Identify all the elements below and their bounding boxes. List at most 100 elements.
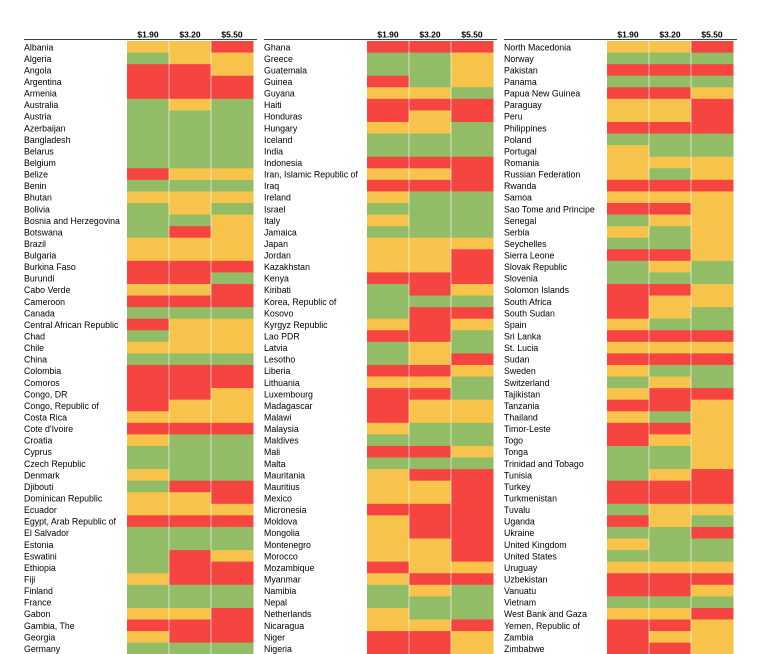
heatmap-cell [691, 237, 734, 250]
heatmap-cell [367, 341, 410, 354]
heatmap-cell [649, 376, 692, 389]
heatmap-cell [127, 318, 170, 331]
heatmap-cell [451, 492, 494, 505]
country-label: Sri Lanka [504, 332, 541, 342]
heatmap-cell [367, 434, 410, 447]
heatmap-cell [607, 422, 650, 435]
heatmap-cell [649, 318, 692, 331]
country-label: Uruguay [504, 563, 538, 573]
heatmap-cell [691, 330, 734, 343]
heatmap-cell [607, 75, 650, 88]
country-label: Colombia [24, 366, 61, 376]
country-label: France [24, 598, 51, 608]
heatmap-cell [127, 607, 170, 620]
heatmap-cell [691, 318, 734, 331]
heatmap-cell [169, 145, 212, 158]
heatmap-cell [169, 515, 212, 528]
country-label: Lesotho [264, 355, 295, 365]
heatmap-cell [127, 341, 170, 354]
country-label: South Sudan [504, 308, 555, 318]
heatmap-cell [649, 607, 692, 620]
heatmap-cell [691, 561, 734, 574]
country-label: Togo [504, 436, 523, 446]
country-label: Indonesia [264, 158, 302, 168]
heatmap-cell [367, 237, 410, 250]
country-label: Guatemala [264, 65, 307, 75]
country-label: Egypt, Arab Republic of [24, 517, 116, 527]
heatmap-cell [607, 411, 650, 424]
heatmap-cell [451, 75, 494, 88]
heatmap-cell [211, 596, 254, 609]
column-header: $3.20 [419, 30, 441, 40]
country-label: Thailand [504, 413, 538, 423]
heatmap-cell [211, 550, 254, 563]
heatmap-cell [409, 411, 452, 424]
heatmap-cell [211, 503, 254, 516]
heatmap-cell [691, 376, 734, 389]
heatmap-cell [367, 515, 410, 528]
country-label: Mozambique [264, 563, 314, 573]
heatmap-cell [409, 64, 452, 77]
heatmap-cell [409, 480, 452, 493]
heatmap-cell [367, 249, 410, 262]
heatmap-cell [691, 272, 734, 285]
column-header: $5.50 [701, 30, 723, 40]
country-label: Brazil [24, 239, 46, 249]
heatmap-cell [409, 399, 452, 412]
heatmap-cell [691, 457, 734, 470]
heatmap-cell [211, 642, 254, 654]
heatmap-cell [451, 249, 494, 262]
country-label: Samoa [504, 193, 532, 203]
heatmap-cell [691, 75, 734, 88]
country-label: Turkey [504, 482, 531, 492]
country-label: Jamaica [264, 227, 297, 237]
heatmap-cell [649, 214, 692, 227]
country-label: Gambia, The [24, 621, 75, 631]
heatmap-cell [127, 411, 170, 424]
heatmap-cell [409, 226, 452, 239]
heatmap-cell [691, 422, 734, 435]
country-label: Italy [264, 216, 281, 226]
heatmap-cell [169, 272, 212, 285]
heatmap-cell [211, 133, 254, 146]
heatmap-cell [607, 492, 650, 505]
country-label: Luxembourg [264, 389, 313, 399]
heatmap-cell [367, 272, 410, 285]
heatmap-cell [127, 145, 170, 158]
heatmap-cell [607, 469, 650, 482]
heatmap-cell [691, 295, 734, 308]
country-label: Timor-Leste [504, 424, 551, 434]
heatmap-cell [451, 272, 494, 285]
heatmap-cell [607, 399, 650, 412]
heatmap-cell [607, 631, 650, 644]
country-label: India [264, 146, 283, 156]
heatmap-cell [451, 388, 494, 401]
heatmap-cell [607, 503, 650, 516]
heatmap-cell [607, 607, 650, 620]
heatmap-cell [211, 121, 254, 135]
country-label: Switzerland [504, 378, 550, 388]
country-label: Nicaragua [264, 621, 304, 631]
country-label: Comoros [24, 378, 60, 388]
heatmap-cell [451, 168, 494, 181]
heatmap-cell [409, 168, 452, 181]
heatmap-cell [409, 202, 452, 216]
heatmap-cell [211, 52, 254, 65]
heatmap-cell [127, 237, 170, 250]
country-label: Bangladesh [24, 135, 71, 145]
country-label: Zimbabwe [504, 644, 545, 654]
heatmap-cell [211, 168, 254, 181]
heatmap-cell [409, 145, 452, 158]
country-label: Zambia [504, 632, 533, 642]
heatmap-cell [607, 52, 650, 65]
heatmap-cell [691, 526, 734, 540]
heatmap-cell [211, 399, 254, 412]
heatmap-cell [211, 457, 254, 470]
heatmap-cell [691, 492, 734, 505]
country-label: Trinidad and Tobago [504, 459, 584, 469]
heatmap-cell [409, 110, 452, 123]
country-label: Tonga [504, 447, 528, 457]
heatmap-cell [127, 191, 170, 204]
heatmap-cell [607, 283, 650, 297]
heatmap-cell [451, 445, 494, 459]
